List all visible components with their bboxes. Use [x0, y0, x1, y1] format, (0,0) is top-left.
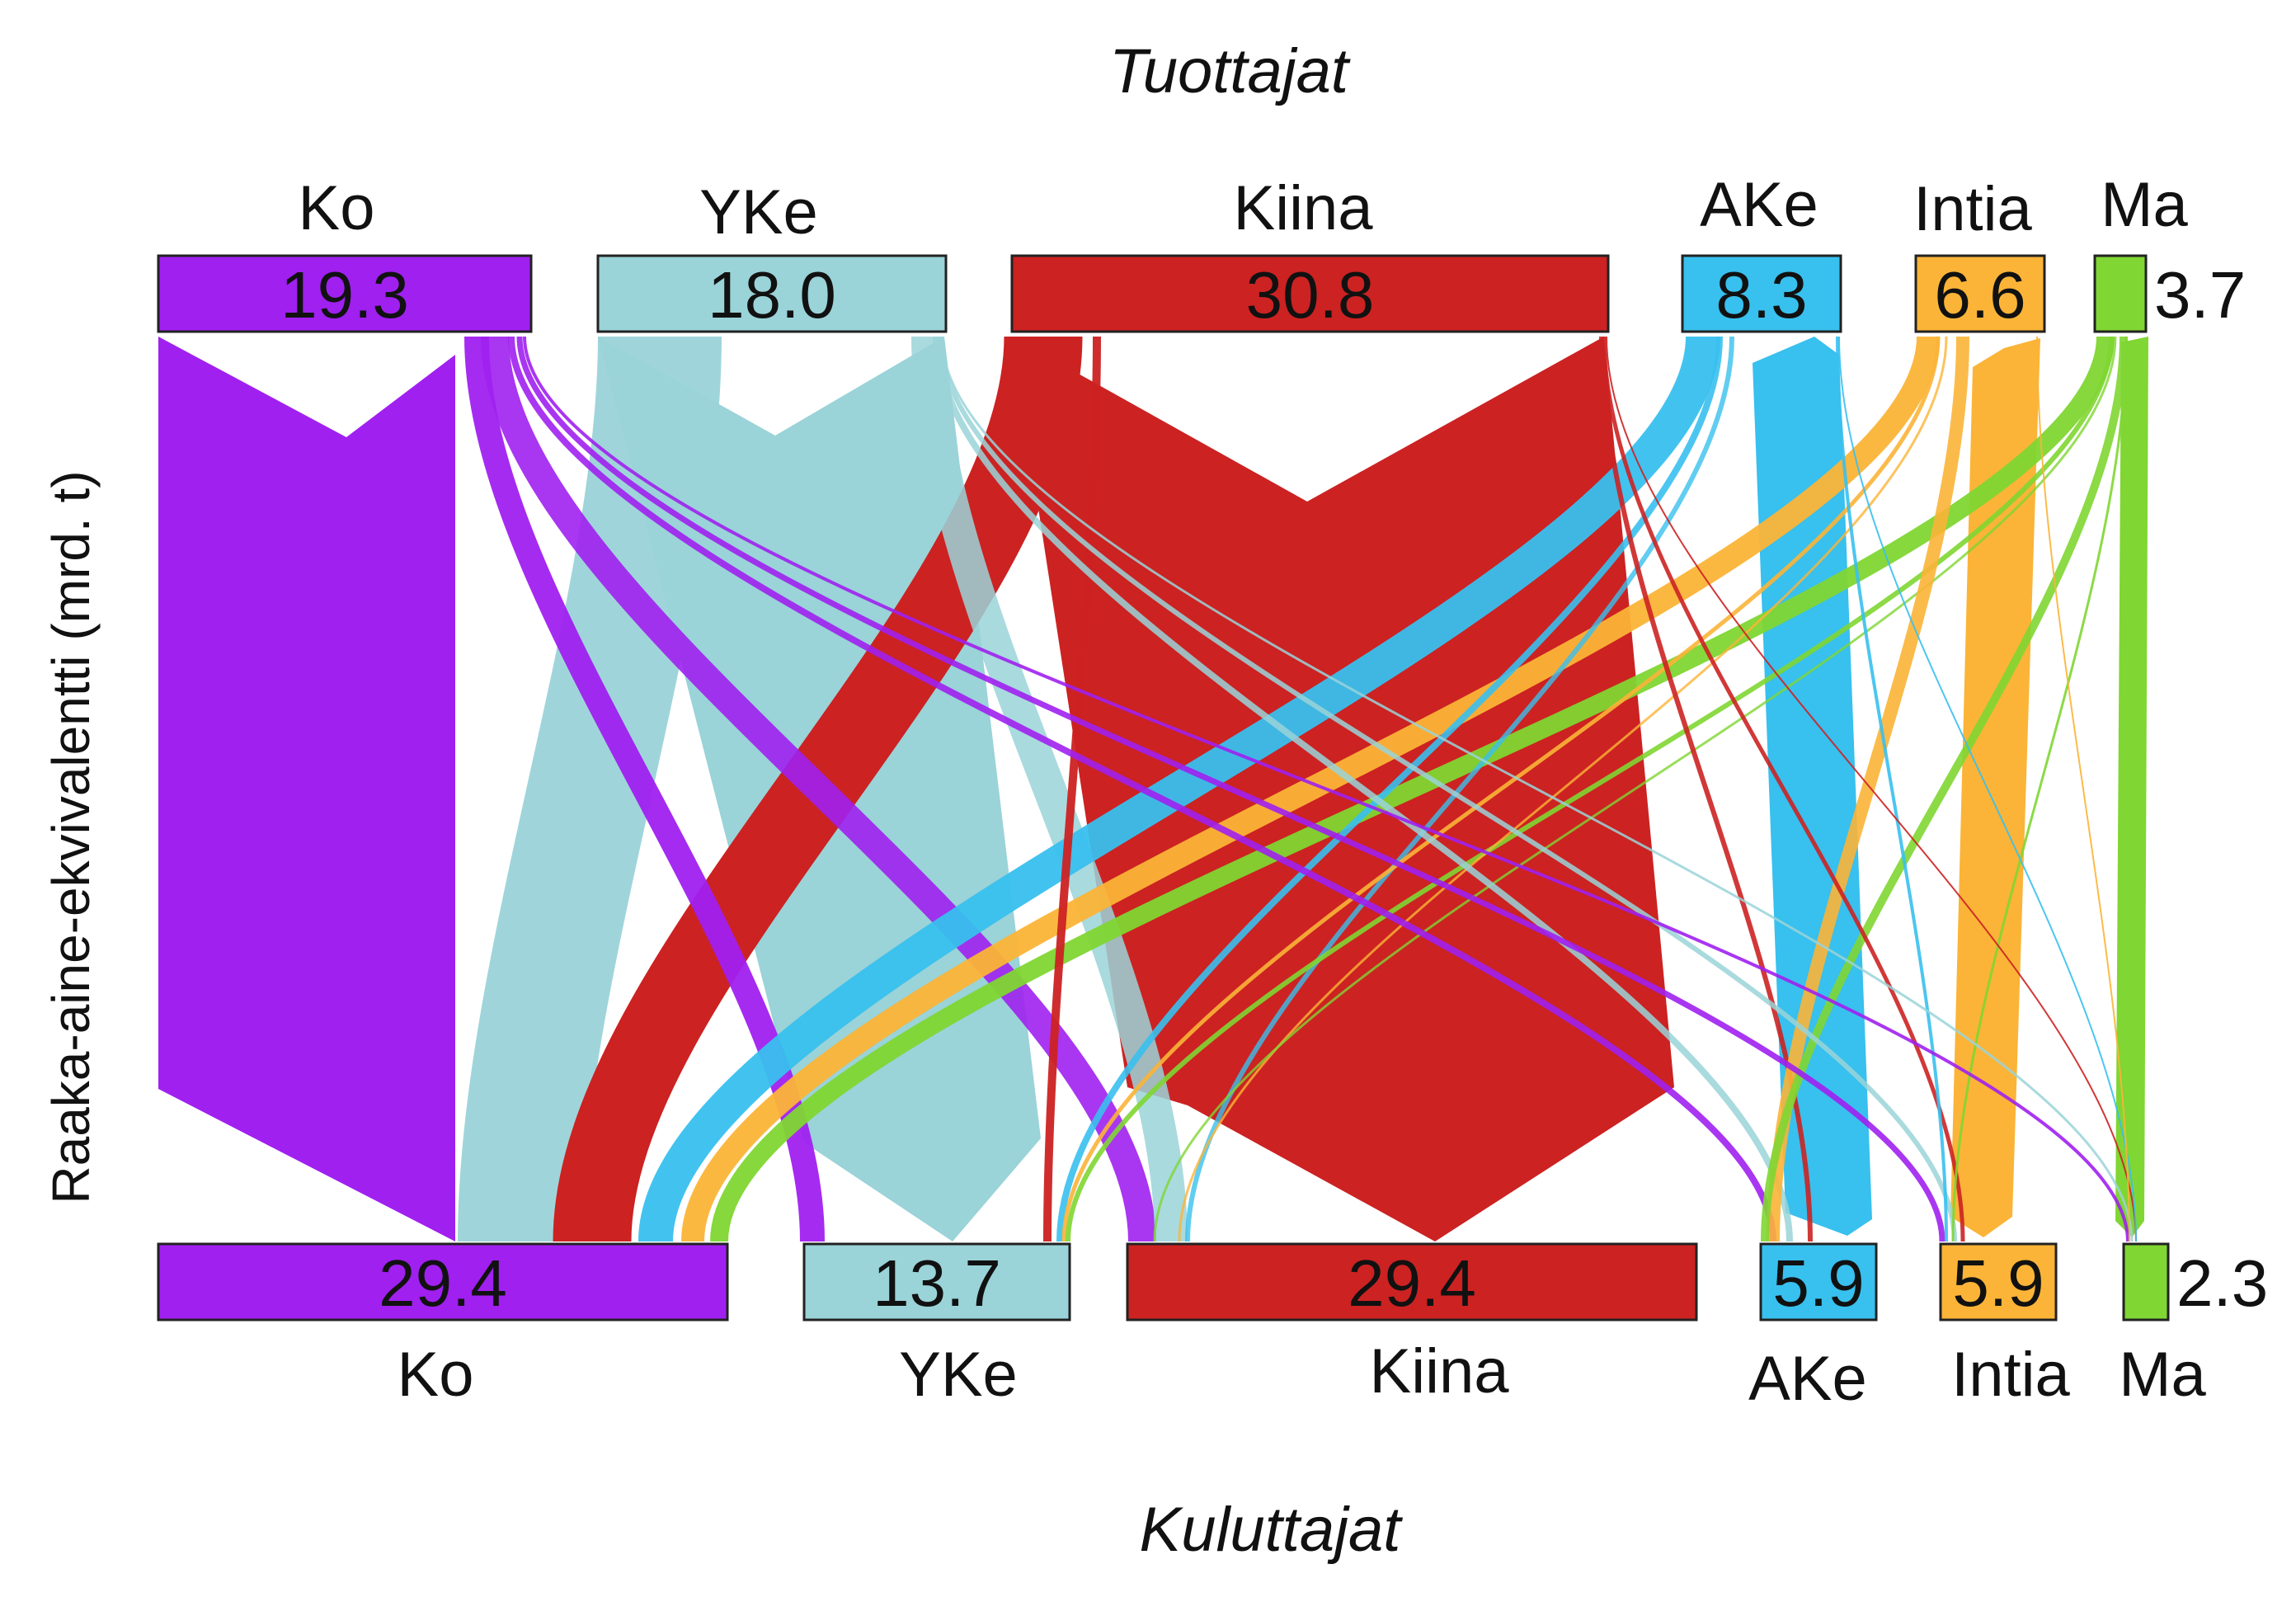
flow-yke-ake	[933, 336, 1793, 1242]
flow-intia-yke	[1061, 336, 1941, 1242]
producer-value-intia: 6.6	[1934, 258, 2025, 332]
flow-kiina-ma	[1606, 336, 2137, 1242]
producer-node-ma: Ma 3.7	[2093, 170, 2246, 333]
flow-intia-ma	[2036, 336, 2130, 1242]
producer-node-ake: AKe 8.3	[1681, 170, 1842, 333]
flow-yke-ko	[458, 336, 722, 1242]
flow-ko-ake	[508, 336, 1776, 1242]
flow-ake-yke	[1056, 336, 1723, 1242]
producer-node-intia: Intia 6.6	[1913, 174, 2046, 333]
consumer-value-ake: 5.9	[1772, 1246, 1864, 1320]
producer-label-intia: Intia	[1913, 174, 2032, 244]
consumer-value-ko: 29.4	[379, 1246, 507, 1320]
consumer-value-ma: 2.3	[2176, 1246, 2268, 1320]
flow-ko-intia	[516, 336, 1945, 1242]
flow-ake-ma	[1838, 336, 2137, 1242]
producer-bar-yke	[596, 254, 948, 333]
flow-layer	[158, 335, 2148, 1243]
consumer-bar-yke	[802, 1242, 1071, 1322]
consumer-label-yke: YKe	[899, 1340, 1018, 1410]
consumer-value-kiina: 29.4	[1348, 1246, 1476, 1320]
producer-value-kiina: 30.8	[1246, 258, 1375, 332]
flow-ma-intia	[1951, 336, 2128, 1242]
producer-bar-intia	[1914, 254, 2046, 333]
flow-yke-kiina	[911, 336, 1188, 1242]
flow-ma-ko	[710, 336, 2115, 1242]
consumer-bar-ko	[157, 1242, 729, 1322]
flow-yke-intia	[938, 336, 1957, 1242]
consumer-node-ko: Ko 29.4	[157, 1242, 729, 1410]
flow-ake-ko	[638, 336, 1720, 1242]
consumer-bar-ake	[1759, 1242, 1878, 1322]
flow-intia-kiina	[1178, 336, 1948, 1242]
producer-value-ko: 19.3	[280, 258, 409, 332]
flow-ko-ma	[523, 336, 2129, 1242]
producer-bar-ake	[1681, 254, 1842, 333]
consumer-node-ma: Ma 2.3	[2119, 1242, 2268, 1410]
producer-node-ko: Ko 19.3	[157, 173, 533, 333]
producer-label-ko: Ko	[299, 173, 375, 243]
consumer-bar-ma	[2122, 1242, 2170, 1322]
producer-bar-kiina	[1010, 254, 1610, 333]
consumer-bar-intia	[1939, 1242, 2058, 1322]
flow-ma-yke	[1066, 336, 2114, 1242]
consumer-label-ko: Ko	[398, 1340, 474, 1410]
flow-ma-ma	[2115, 337, 2148, 1237]
flow-ake-kiina	[1185, 336, 1734, 1242]
consumer-node-ake: AKe 5.9	[1748, 1242, 1878, 1414]
producer-node-yke: YKe 18.0	[596, 177, 948, 333]
producer-value-yke: 18.0	[708, 258, 836, 332]
node-layer: Ko 19.3 YKe 18.0 Kiina 30.8 AKe 8.3 Intia 6.6 Ma 3.…	[157, 170, 2268, 1414]
consumer-label-intia: Intia	[1951, 1340, 2070, 1410]
producer-label-kiina: Kiina	[1234, 173, 1374, 243]
producer-node-kiina: Kiina 30.8	[1010, 173, 1610, 333]
producer-label-yke: YKe	[699, 177, 818, 247]
flow-ko-ko	[158, 337, 455, 1241]
flow-kiina-ake	[1599, 336, 1813, 1242]
y-axis-label: Raaka-aine-ekvivalentti (mrd. t)	[41, 470, 101, 1204]
flow-ma-ake	[1761, 336, 2128, 1242]
consumer-label-ake: AKe	[1748, 1344, 1867, 1414]
producer-value-ma: 3.7	[2154, 258, 2246, 332]
consumer-bar-kiina	[1126, 1242, 1698, 1322]
flow-kiina-yke	[1043, 336, 1101, 1242]
producer-bar-ma	[2093, 254, 2148, 333]
consumer-value-intia: 5.9	[1952, 1246, 2044, 1320]
consumer-value-yke: 13.7	[873, 1246, 1001, 1320]
flow-intia-intia	[1950, 338, 2040, 1237]
consumer-node-yke: YKe 13.7	[802, 1242, 1071, 1410]
consumer-node-kiina: Kiina 29.4	[1126, 1242, 1698, 1406]
flow-ake-intia	[1836, 336, 1948, 1242]
consumer-node-intia: Intia 5.9	[1939, 1242, 2071, 1410]
flow-yke-ma	[940, 336, 2134, 1242]
flow-ma-kiina	[1153, 336, 2117, 1242]
producer-value-ake: 8.3	[1715, 258, 1807, 332]
producer-bar-ko	[157, 254, 533, 333]
consumers-heading: Kuluttajat	[1140, 1495, 1404, 1565]
producer-label-ake: AKe	[1700, 170, 1818, 240]
producer-label-ma: Ma	[2101, 170, 2188, 240]
producers-heading: Tuottajat	[1109, 36, 1351, 106]
consumer-label-ma: Ma	[2119, 1340, 2206, 1410]
flow-intia-ko	[681, 336, 1940, 1242]
consumer-label-kiina: Kiina	[1370, 1336, 1510, 1406]
